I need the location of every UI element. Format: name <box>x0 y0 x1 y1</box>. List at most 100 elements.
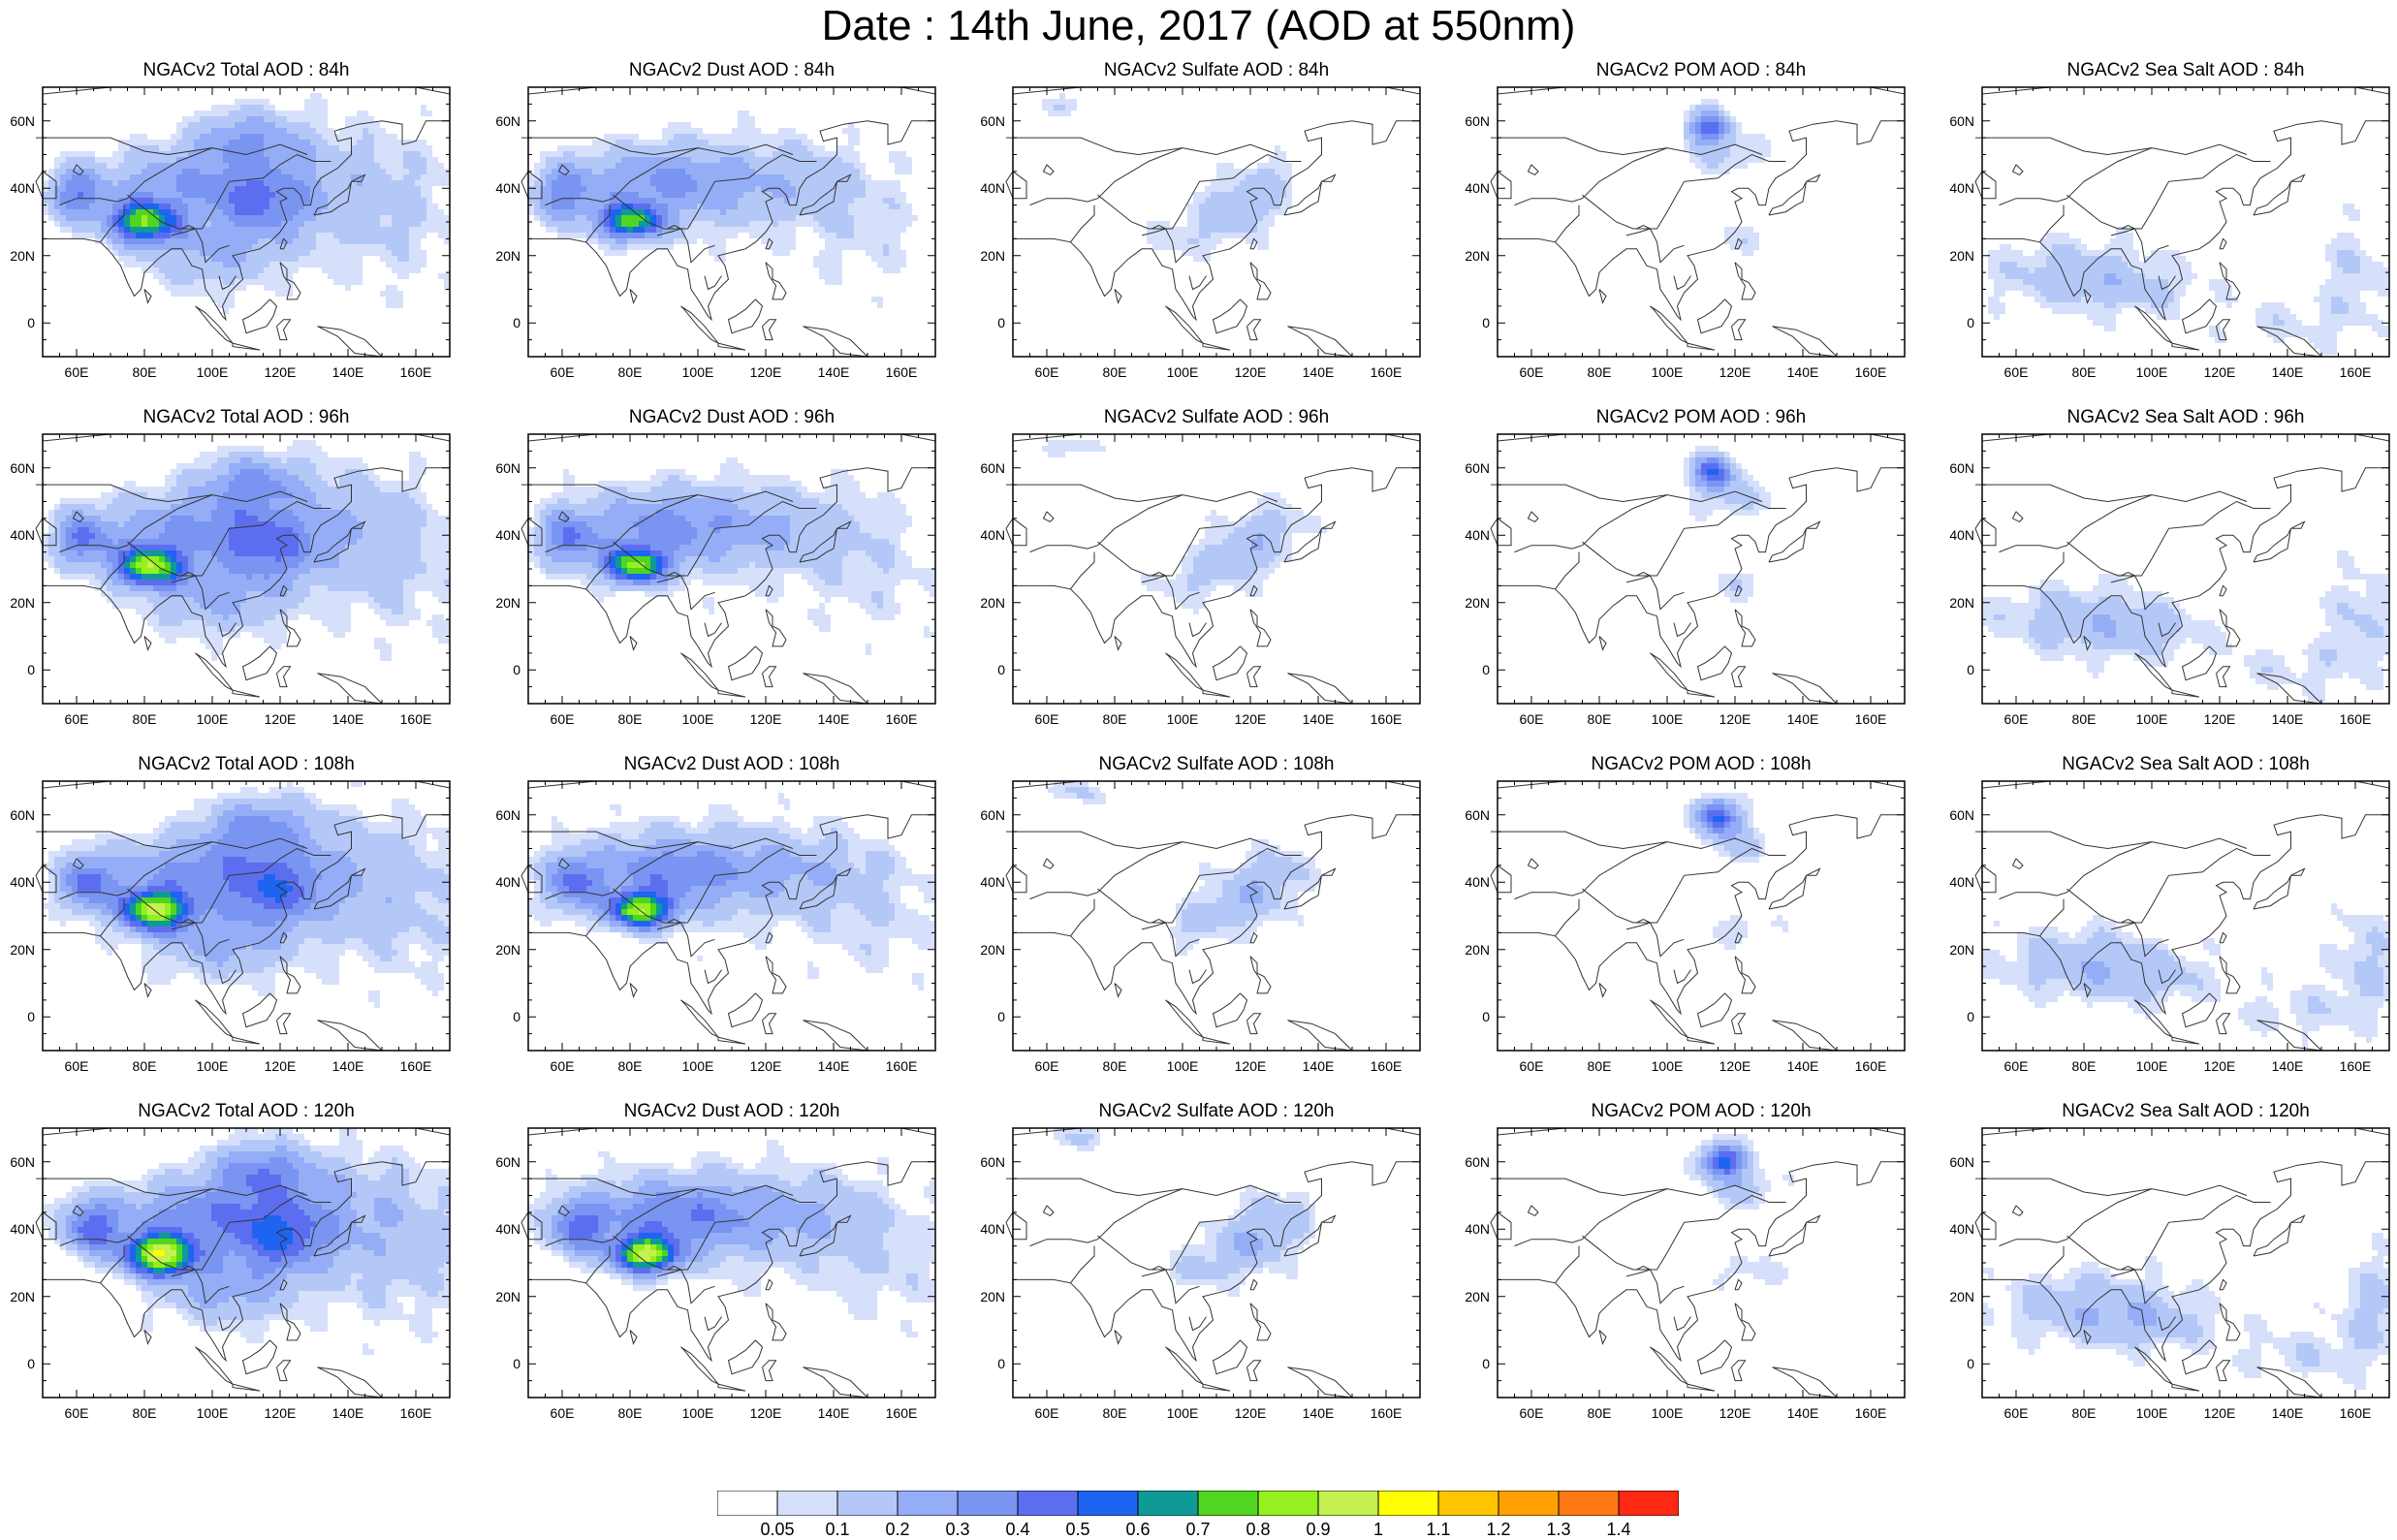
map-plot-area <box>1013 781 1420 1051</box>
lat-tick-label: 0 <box>966 1356 1005 1371</box>
lat-tick-label: 40N <box>0 527 35 543</box>
lon-tick-label: 120E <box>1711 1405 1759 1421</box>
aod-map <box>43 1128 450 1398</box>
aod-map <box>1982 434 2389 704</box>
lon-tick-label: 120E <box>1226 364 1275 380</box>
lat-tick-label: 40N <box>0 874 35 890</box>
aod-field <box>1042 93 1292 262</box>
colorbar-swatch <box>1078 1491 1138 1516</box>
lat-tick-label: 60N <box>966 1154 1005 1170</box>
lat-tick-label: 40N <box>1451 1221 1490 1237</box>
lon-tick-label: 100E <box>2128 1405 2176 1421</box>
colorbar-label: 0.9 <box>1289 1520 1347 1540</box>
map-plot-area <box>528 1128 935 1398</box>
lon-tick-label: 140E <box>1779 711 1827 727</box>
lat-tick-label: 20N <box>1451 595 1490 611</box>
lon-tick-label: 120E <box>1226 1058 1275 1074</box>
colorbar-label: 0.7 <box>1169 1520 1227 1540</box>
lon-tick-label: 160E <box>1846 1058 1895 1074</box>
lon-tick-label: 120E <box>2195 364 2244 380</box>
colorbar-swatch <box>1559 1491 1619 1516</box>
colorbar-label: 1.2 <box>1469 1520 1528 1540</box>
colorbar-swatch <box>1018 1491 1078 1516</box>
lat-tick-label: 0 <box>0 1009 35 1024</box>
aod-field <box>528 457 935 655</box>
lat-tick-label: 20N <box>966 942 1005 958</box>
lon-tick-label: 80E <box>606 1405 654 1421</box>
colorbar-label: 0.5 <box>1049 1520 1107 1540</box>
lat-tick-label: 60N <box>482 113 520 129</box>
lon-tick-label: 100E <box>1643 1405 1691 1421</box>
aod-field <box>43 1128 450 1355</box>
aod-map <box>1013 1128 1420 1398</box>
lon-tick-label: 140E <box>1294 1405 1342 1421</box>
lat-tick-label: 60N <box>482 807 520 823</box>
lon-tick-label: 140E <box>324 364 372 380</box>
colorbar-label: 0.6 <box>1109 1520 1167 1540</box>
lat-tick-label: 20N <box>1451 1289 1490 1304</box>
aod-field <box>1042 440 1327 614</box>
lon-tick-label: 120E <box>741 1058 790 1074</box>
lat-tick-label: 60N <box>1936 460 1974 476</box>
lat-tick-label: 0 <box>966 662 1005 677</box>
colorbar-label: 0.2 <box>868 1520 927 1540</box>
lon-tick-label: 80E <box>2060 1058 2108 1074</box>
lon-tick-label: 60E <box>1023 711 1071 727</box>
lat-tick-label: 0 <box>482 1356 520 1371</box>
lat-tick-label: 60N <box>1451 113 1490 129</box>
colorbar-label: 1 <box>1349 1520 1407 1540</box>
lat-tick-label: 0 <box>966 315 1005 330</box>
colorbar-swatch <box>717 1491 777 1516</box>
map-plot-area <box>43 434 450 704</box>
map-plot-area <box>528 434 935 704</box>
lat-tick-label: 40N <box>0 1221 35 1237</box>
panel-title: NGACv2 Total AOD : 108h <box>43 754 450 775</box>
lat-tick-label: 0 <box>0 662 35 677</box>
lon-tick-label: 80E <box>2060 1405 2108 1421</box>
lon-tick-label: 100E <box>2128 711 2176 727</box>
map-plot-area <box>1013 87 1420 357</box>
lon-tick-label: 60E <box>1507 364 1556 380</box>
panel-title: NGACv2 Sea Salt AOD : 96h <box>1982 407 2389 428</box>
lon-tick-label: 140E <box>809 711 858 727</box>
colorbar-label: 1.1 <box>1409 1520 1467 1540</box>
colorbar-label: 0.3 <box>929 1520 987 1540</box>
panel-title: NGACv2 Sea Salt AOD : 120h <box>1982 1101 2389 1122</box>
colorbar-label: 1.4 <box>1590 1520 1648 1540</box>
lon-tick-label: 160E <box>2331 1058 2380 1074</box>
lon-tick-label: 120E <box>256 1058 304 1074</box>
lon-tick-label: 120E <box>1711 364 1759 380</box>
lon-tick-label: 140E <box>2263 1405 2312 1421</box>
lon-tick-label: 100E <box>674 364 722 380</box>
lat-tick-label: 40N <box>482 180 520 196</box>
lat-tick-label: 40N <box>482 1221 520 1237</box>
lon-tick-label: 60E <box>52 364 101 380</box>
lon-tick-label: 160E <box>1362 1405 1410 1421</box>
lon-tick-label: 160E <box>1846 711 1895 727</box>
colorbar-swatch <box>777 1491 837 1516</box>
lon-tick-label: 140E <box>1294 1058 1342 1074</box>
aod-map <box>1013 781 1420 1051</box>
lat-tick-label: 60N <box>1936 807 1974 823</box>
lat-tick-label: 60N <box>1936 1154 1974 1170</box>
lat-tick-label: 0 <box>1451 1009 1490 1024</box>
lon-tick-label: 120E <box>1226 1405 1275 1421</box>
lon-tick-label: 140E <box>324 711 372 727</box>
panel-title: NGACv2 Sulfate AOD : 84h <box>1013 60 1420 81</box>
aod-field <box>1684 793 1788 950</box>
lat-tick-label: 0 <box>1451 315 1490 330</box>
lat-tick-label: 40N <box>1451 180 1490 196</box>
lon-tick-label: 120E <box>2195 1405 2244 1421</box>
